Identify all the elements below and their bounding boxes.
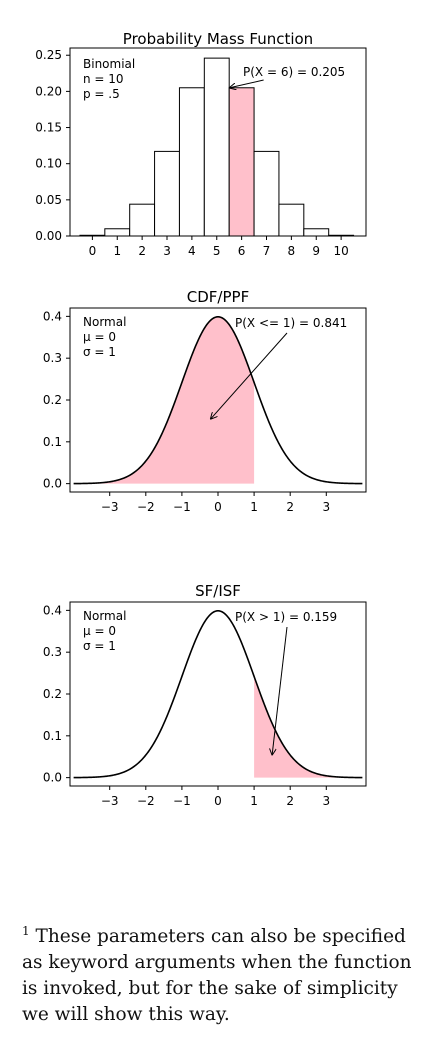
distribution-param: Binomial [83,57,135,71]
x-tick-label: 2 [286,500,294,514]
y-tick-label: 0.0 [43,771,62,785]
bar-8 [278,203,305,237]
annotation-text: P(X > 1) = 0.159 [235,610,337,624]
x-tick-label: 2 [286,794,294,808]
x-tick-label: 6 [238,244,246,258]
chart-title: SF/ISF [195,582,241,600]
sf-isf-chart: SF/ISF −3 −2 −1 0 1 2 3 0.0 0.1 0.2 0.3 0.4 P(X > 1) … [43,582,367,808]
distribution-param: Normal [83,315,126,329]
x-tick-label: 3 [163,244,171,258]
x-tick-label: −3 [101,500,119,514]
y-tick-label: 0.2 [43,687,62,701]
bar-3 [154,150,180,237]
bar-5 [203,57,230,237]
y-tick-label: 0.1 [43,435,62,449]
bar-7 [253,150,280,237]
x-tick-label: 1 [250,500,258,514]
bar-9 [303,228,330,237]
annotation-text: P(X = 6) = 0.205 [243,65,345,79]
chart-title: CDF/PPF [187,288,249,306]
y-tick-label: 0.2 [43,393,62,407]
bar-1 [104,228,131,237]
y-tick-label: 0.05 [35,193,62,207]
annotation-text: P(X <= 1) = 0.841 [235,316,347,330]
chart-title: Probability Mass Function [123,30,313,48]
distribution-param: μ = 0 [83,624,116,638]
x-tick-label: 5 [213,244,221,258]
x-tick-label: −1 [173,794,191,808]
x-tick-label: 0 [214,794,222,808]
distribution-param: p = .5 [83,87,120,101]
bar-6 [228,87,255,237]
distribution-param: σ = 1 [83,345,116,359]
distribution-param: n = 10 [83,72,124,86]
x-tick-label: 3 [322,500,330,514]
footnote: 1 These parameters can also be specified… [22,918,422,1028]
x-tick-label: 8 [288,244,296,258]
distribution-param: Normal [83,609,126,623]
y-tick-label: 0.00 [35,229,62,243]
y-tick-label: 0.15 [35,121,62,135]
pdf-curve [73,316,363,485]
y-tick-label: 0.10 [35,157,62,171]
x-tick-label: −2 [137,794,155,808]
distribution-param: μ = 0 [83,330,116,344]
y-tick-label: 0.0 [43,477,62,491]
bar-4 [178,87,205,237]
x-tick-label: 4 [188,244,196,258]
distribution-param: σ = 1 [83,639,116,653]
y-tick-label: 0.1 [43,729,62,743]
y-tick-label: 0.4 [43,603,62,617]
bar-2 [129,203,156,237]
footnote-marker: 1 [22,924,30,938]
pmf-chart: Probability Mass Function 0 1 2 3 4 5 6 7 8 9 10 0.0… [35,30,367,258]
y-tick-label: 0.25 [35,48,62,62]
cdf-ppf-chart: CDF/PPF −3 −2 −1 0 1 2 3 0.0 0.1 0.2 0.3 0.4 P(X <= 1… [43,288,367,514]
y-tick-label: 0.3 [43,351,62,365]
y-tick-label: 0.20 [35,84,62,98]
x-tick-label: 7 [263,244,271,258]
x-tick-label: 2 [138,244,146,258]
shaded-area [254,676,363,778]
shaded-area [73,316,255,484]
x-tick-label: 10 [333,244,348,258]
pdf-curve [73,610,363,779]
x-tick-label: 1 [113,244,121,258]
annotation-arrow [211,332,288,419]
x-tick-label: −1 [173,500,191,514]
x-tick-label: 0 [89,244,97,258]
footnote-text: These parameters can also be specified a… [22,926,412,1026]
annotation-arrow [272,626,288,755]
y-tick-label: 0.3 [43,645,62,659]
x-tick-label: 1 [250,794,258,808]
plot-frame [69,47,367,237]
x-tick-label: 3 [322,794,330,808]
x-tick-label: 9 [312,244,320,258]
x-tick-label: 0 [214,500,222,514]
annotation-arrow [230,79,264,88]
x-tick-label: −2 [137,500,155,514]
y-tick-label: 0.4 [43,309,62,323]
x-tick-label: −3 [101,794,119,808]
